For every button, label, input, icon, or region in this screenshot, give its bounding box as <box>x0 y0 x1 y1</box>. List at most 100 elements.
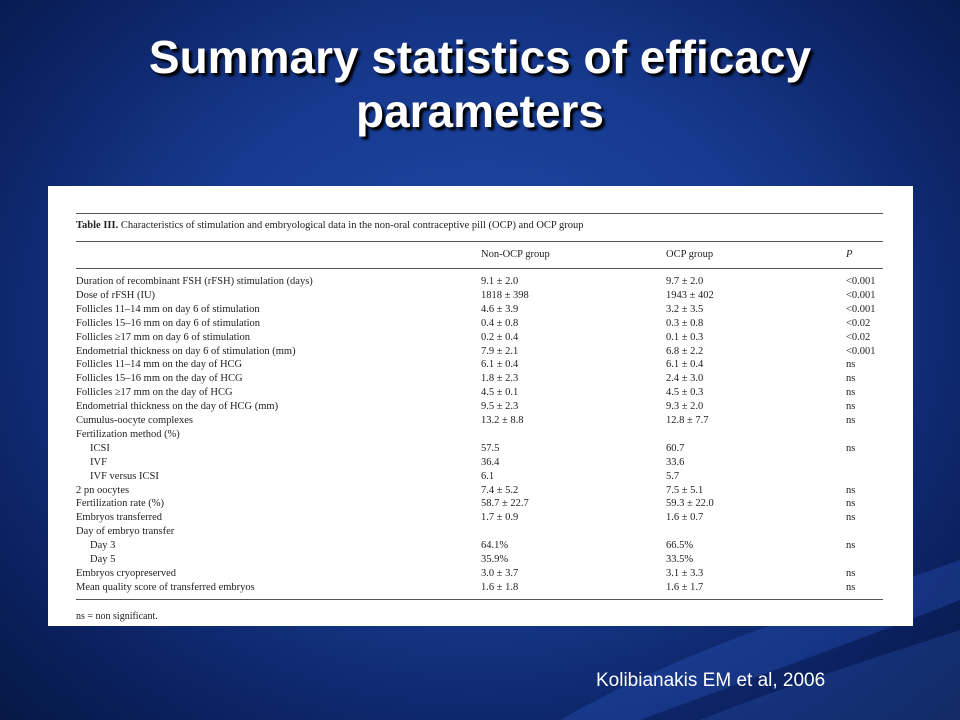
row-non-ocp-value: 9.5 ± 2.3 <box>481 401 519 413</box>
row-p-value: <0.001 <box>846 276 876 287</box>
table-row: IVF 36.4 33.6 <box>76 456 883 470</box>
row-ocp-value: 59.3 ± 22.0 <box>666 498 714 510</box>
row-p-value: ns <box>846 567 856 579</box>
table-row: Embryos cryopreserved 3.0 ± 3.7 3.1 ± 3.3 n… <box>76 567 883 581</box>
row-ocp-value: 2.4 ± 3.0 <box>666 373 704 385</box>
table-row: Dose of rFSH (IU) 1818 ± 398 1943 ± 402 <0.… <box>76 289 883 303</box>
table-header-row: Non-OCP group OCP group P <box>76 248 883 262</box>
table-row: 2 pn oocytes 7.4 ± 5.2 7.5 ± 5.1 ns <box>76 484 883 498</box>
table-row: Follicles 15–16 mm on the day of HCG 1.8 … <box>76 372 883 386</box>
row-ocp-value: 1943 ± 402 <box>666 289 714 301</box>
row-non-ocp-value: 57.5 <box>481 442 500 454</box>
row-label: IVF <box>90 456 107 468</box>
row-label: Day 5 <box>90 554 116 565</box>
table-row: Fertilization rate (%) 58.7 ± 22.7 59.3 ± … <box>76 497 883 511</box>
row-label: Mean quality score of transferred embryo… <box>76 581 255 593</box>
row-label: Endometrial thickness on the day of HCG … <box>76 401 279 413</box>
table-row: Endometrial thickness on the day of HCG … <box>76 400 883 414</box>
table-row: Day of embryo transfer <box>76 525 883 539</box>
table-footnote: ns = non significant. <box>76 611 158 622</box>
row-p-value: <0.001 <box>846 303 876 315</box>
row-non-ocp-value: 6.1 <box>481 470 495 482</box>
row-label: Duration of recombinant FSH (rFSH) stimu… <box>76 276 313 287</box>
table-row: IVF versus ICSI 6.1 5.7 <box>76 470 883 484</box>
table-rule-header-top <box>76 241 883 242</box>
title-line-2: parameters <box>355 85 605 137</box>
citation: Kolibianakis EM et al, 2006 <box>596 670 826 691</box>
row-label: Fertilization rate (%) <box>76 498 165 510</box>
row-non-ocp-value: 0.4 ± 0.8 <box>481 317 519 329</box>
row-ocp-value: 4.5 ± 0.3 <box>666 387 704 399</box>
row-label: 2 pn oocytes <box>76 484 130 496</box>
table-caption-text: Characteristics of stimulation and embry… <box>120 220 584 231</box>
row-label: Cumulus-oocyte complexes <box>76 415 193 426</box>
row-label: Follicles 15–16 mm on day 6 of stimulati… <box>76 317 261 329</box>
row-non-ocp-value: 3.0 ± 3.7 <box>481 567 519 579</box>
table-row: Follicles ≥17 mm on day 6 of stimulation… <box>76 331 883 345</box>
row-non-ocp-value: 4.5 ± 0.1 <box>481 387 519 399</box>
row-ocp-value: 66.5% <box>666 540 694 552</box>
row-ocp-value: 60.7 <box>666 442 685 454</box>
row-p-value: ns <box>846 498 856 510</box>
row-p-value: ns <box>846 484 856 496</box>
row-label: Endometrial thickness on day 6 of stimul… <box>76 345 296 357</box>
row-label: Day of embryo transfer <box>76 526 175 538</box>
row-label: ICSI <box>90 442 110 454</box>
row-non-ocp-value: 58.7 ± 22.7 <box>481 498 529 510</box>
row-ocp-value: 9.3 ± 2.0 <box>666 401 704 413</box>
row-non-ocp-value: 64.1% <box>481 540 509 552</box>
row-non-ocp-value: 4.6 ± 3.9 <box>481 303 519 315</box>
header-non-ocp: Non-OCP group <box>481 249 550 260</box>
table-row: Follicles 11–14 mm on the day of HCG 6.1 … <box>76 358 883 372</box>
table-rule-header-bottom <box>76 268 883 269</box>
row-label: Follicles 11–14 mm on day 6 of stimulati… <box>76 303 260 315</box>
row-label: Embryos transferred <box>76 512 163 524</box>
row-non-ocp-value: 1.8 ± 2.3 <box>481 373 519 385</box>
table-row: Follicles 15–16 mm on day 6 of stimulati… <box>76 317 883 331</box>
table-row: ICSI 57.5 60.7 ns <box>76 442 883 456</box>
row-ocp-value: 5.7 <box>666 470 680 482</box>
row-non-ocp-value: 7.4 ± 5.2 <box>481 484 519 496</box>
row-p-value: ns <box>846 401 856 413</box>
row-ocp-value: 1.6 ± 1.7 <box>666 581 704 593</box>
row-ocp-value: 3.2 ± 3.5 <box>666 303 704 315</box>
row-p-value: <0.001 <box>846 345 876 357</box>
row-ocp-value: 1.6 ± 0.7 <box>666 512 704 524</box>
row-p-value: ns <box>846 581 856 593</box>
table-row: Duration of recombinant FSH (rFSH) stimu… <box>76 275 883 289</box>
row-ocp-value: 33.6 <box>666 456 685 468</box>
table-row: Follicles 11–14 mm on day 6 of stimulati… <box>76 303 883 317</box>
table-caption: Table III. Characteristics of stimulatio… <box>76 220 584 231</box>
table-row: Embryos transferred 1.7 ± 0.9 1.6 ± 0.7 ns <box>76 511 883 525</box>
row-non-ocp-value: 13.2 ± 8.8 <box>481 415 524 426</box>
row-ocp-value: 12.8 ± 7.7 <box>666 415 709 426</box>
row-non-ocp-value: 9.1 ± 2.0 <box>481 276 519 287</box>
header-ocp: OCP group <box>666 249 714 260</box>
row-p-value: ns <box>846 512 856 524</box>
table-rule-bottom <box>76 599 883 600</box>
table-row: Follicles ≥17 mm on the day of HCG 4.5 ± … <box>76 386 883 400</box>
row-ocp-value: 7.5 ± 5.1 <box>666 484 704 496</box>
table-image: Table III. Characteristics of stimulatio… <box>48 186 913 626</box>
row-non-ocp-value: 35.9% <box>481 554 509 565</box>
table-row: Mean quality score of transferred embryo… <box>76 581 883 595</box>
row-ocp-value: 0.3 ± 0.8 <box>666 317 704 329</box>
row-ocp-value: 9.7 ± 2.0 <box>666 276 704 287</box>
row-ocp-value: 33.5% <box>666 554 694 565</box>
table-caption-label: Table III. <box>76 220 119 231</box>
row-ocp-value: 6.8 ± 2.2 <box>666 345 704 357</box>
table-rule-top <box>76 213 883 214</box>
table-row: Endometrial thickness on day 6 of stimul… <box>76 345 883 359</box>
table-row: Day 3 64.1% 66.5% ns <box>76 539 883 553</box>
row-non-ocp-value: 1.6 ± 1.8 <box>481 581 519 593</box>
row-ocp-value: 6.1 ± 0.4 <box>666 359 704 371</box>
table-row: Day 5 35.9% 33.5% <box>76 553 883 567</box>
row-label: Follicles 11–14 mm on the day of HCG <box>76 359 243 371</box>
row-p-value: <0.02 <box>846 317 871 329</box>
row-label: Follicles ≥17 mm on the day of HCG <box>76 387 233 399</box>
table-row: Fertilization method (%) <box>76 428 883 442</box>
row-non-ocp-value: 1818 ± 398 <box>481 289 529 301</box>
row-non-ocp-value: 7.9 ± 2.1 <box>481 345 519 357</box>
title-line-1: Summary statistics of efficacy <box>148 31 812 83</box>
row-label: IVF versus ICSI <box>90 470 159 482</box>
